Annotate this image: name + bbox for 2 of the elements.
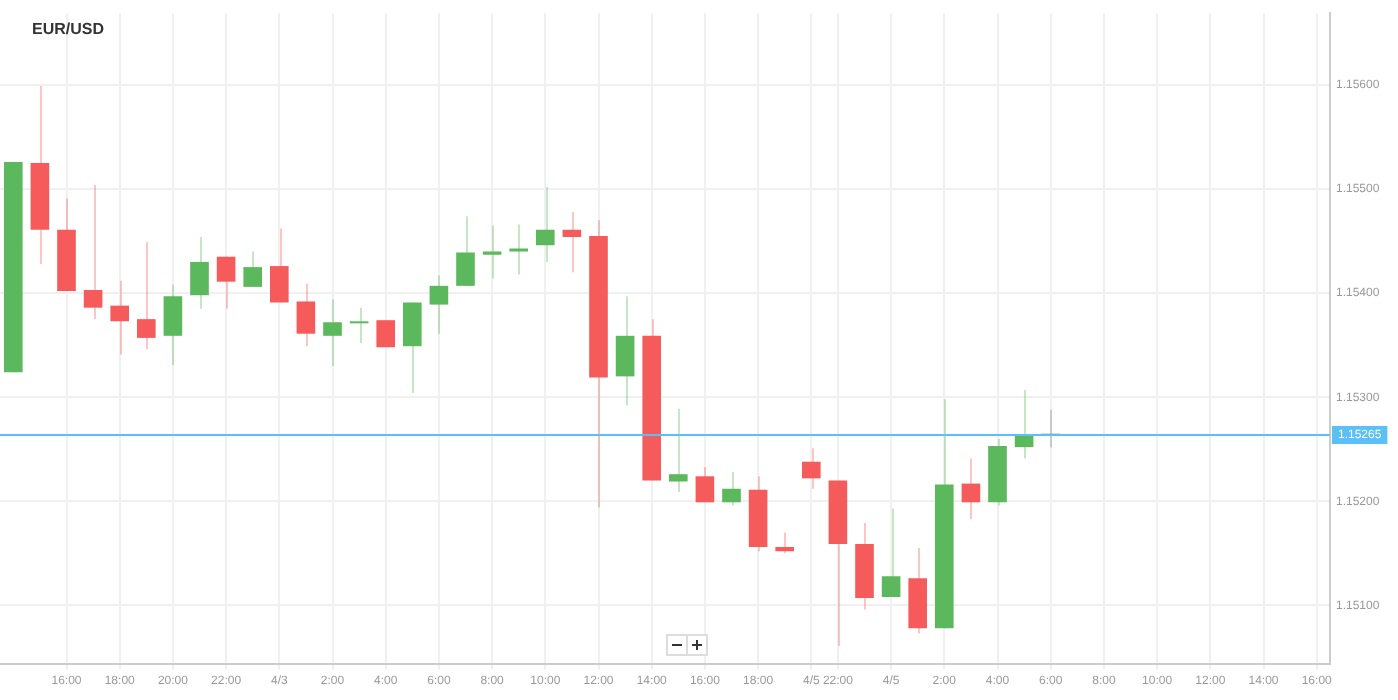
chart-title: EUR/USD xyxy=(32,20,105,38)
candlestick xyxy=(376,319,396,349)
